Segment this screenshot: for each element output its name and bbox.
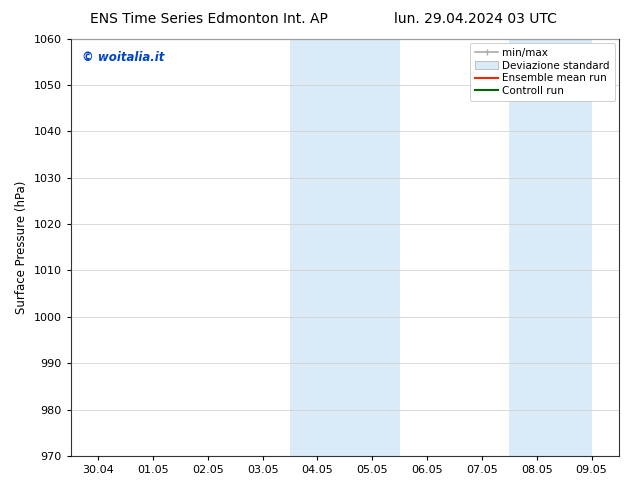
Text: ENS Time Series Edmonton Int. AP: ENS Time Series Edmonton Int. AP <box>90 12 328 26</box>
Legend: min/max, Deviazione standard, Ensemble mean run, Controll run: min/max, Deviazione standard, Ensemble m… <box>470 43 615 101</box>
Bar <box>509 39 592 456</box>
Y-axis label: Surface Pressure (hPa): Surface Pressure (hPa) <box>15 181 28 314</box>
Text: © woitalia.it: © woitalia.it <box>82 51 164 64</box>
Bar <box>290 39 399 456</box>
Text: lun. 29.04.2024 03 UTC: lun. 29.04.2024 03 UTC <box>394 12 557 26</box>
